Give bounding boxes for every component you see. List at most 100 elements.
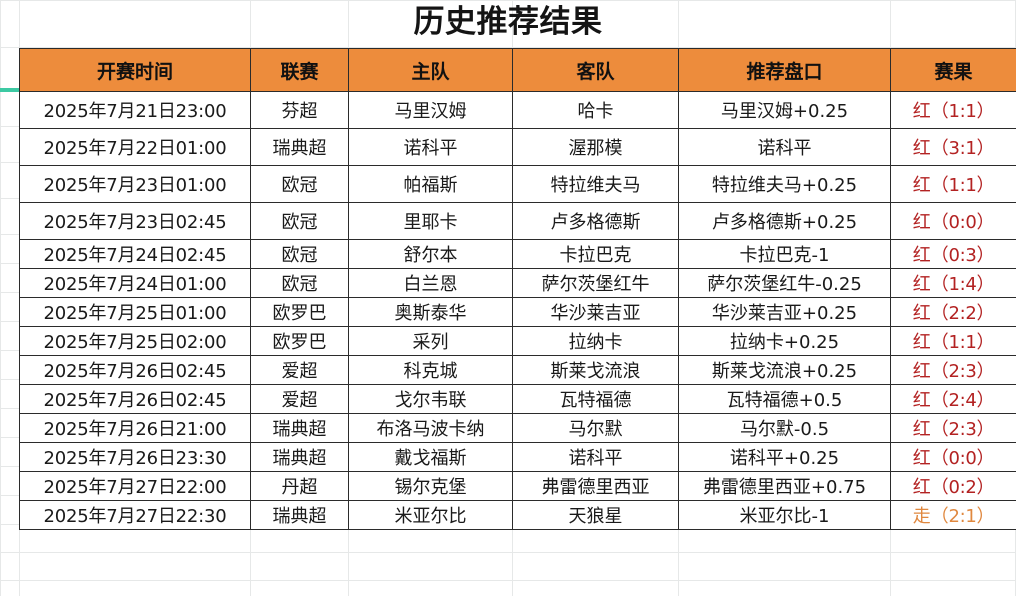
cell-away-team: 哈卡 xyxy=(512,91,679,129)
table-row[interactable]: 2025年7月27日22:30 瑞典超 米亚尔比 天狼星 米亚尔比-1 走（2:1） xyxy=(19,500,1016,530)
cell-league: 爱超 xyxy=(250,384,349,414)
result-mark: 红 xyxy=(912,477,931,498)
cell-result: 红（1:1） xyxy=(890,165,1016,203)
table-row[interactable]: 2025年7月26日02:45 爱超 科克城 斯莱戈流浪 斯莱戈流浪+0.25 红（2:3… xyxy=(19,355,1016,385)
result-mark: 红 xyxy=(912,448,931,469)
column-header-home[interactable]: 主队 xyxy=(348,48,513,92)
cell-away-team: 马尔默 xyxy=(512,413,679,443)
table-header: 开赛时间 联赛 主队 客队 推荐盘口 赛果 xyxy=(19,48,1016,92)
cell-result: 红（1:4） xyxy=(890,268,1016,298)
column-header-pick[interactable]: 推荐盘口 xyxy=(678,48,891,92)
result-mark: 红 xyxy=(912,175,931,196)
cell-league: 欧罗巴 xyxy=(250,297,349,327)
result-mark: 红 xyxy=(912,390,931,411)
history-results-table: 开赛时间 联赛 主队 客队 推荐盘口 赛果 2025年7月21日23:00 芬超马… xyxy=(19,48,1016,530)
result-mark: 红 xyxy=(912,274,931,295)
cell-home-team: 诺科平 xyxy=(348,128,513,166)
cell-home-team: 白兰恩 xyxy=(348,268,513,298)
table-row[interactable]: 2025年7月25日02:00 欧罗巴 采列 拉纳卡 拉纳卡+0.25 红（1:1） xyxy=(19,326,1016,356)
cell-away-team: 弗雷德里西亚 xyxy=(512,471,679,501)
column-header-time[interactable]: 开赛时间 xyxy=(19,48,251,92)
table-row[interactable]: 2025年7月26日21:00 瑞典超 布洛马波卡纳 马尔默 马尔默-0.5 红（2:3） xyxy=(19,413,1016,443)
cell-league: 芬超 xyxy=(250,91,349,129)
cell-home-team: 马里汉姆 xyxy=(348,91,513,129)
result-score: （1:1） xyxy=(930,101,995,122)
page-title: 历史推荐结果 xyxy=(413,4,603,40)
table-row[interactable]: 2025年7月23日01:00 欧冠 帕福斯 特拉维夫马 特拉维夫马+0.25 红（1:1… xyxy=(19,165,1016,203)
table-row[interactable]: 2025年7月23日02:45 欧冠 里耶卡 卢多格德斯 卢多格德斯+0.25 红（0:0… xyxy=(19,202,1016,240)
table-row[interactable]: 2025年7月24日02:45 欧冠 舒尔本 卡拉巴克 卡拉巴克-1 红（0:3） xyxy=(19,239,1016,269)
cell-result: 红（1:1） xyxy=(890,91,1016,129)
left-accent-bar xyxy=(0,88,19,92)
cell-recommended-handicap: 卢多格德斯+0.25 xyxy=(678,202,891,240)
result-score: （1:4） xyxy=(930,274,995,295)
cell-away-team: 渥那模 xyxy=(512,128,679,166)
result-score: （2:4） xyxy=(930,390,995,411)
result-score: （2:2） xyxy=(930,303,995,324)
cell-match-time: 2025年7月26日23:30 xyxy=(19,442,251,472)
table-row[interactable]: 2025年7月24日01:00 欧冠 白兰恩 萨尔茨堡红牛 萨尔茨堡红牛-0.25 红（1… xyxy=(19,268,1016,298)
cell-result: 红（2:3） xyxy=(890,413,1016,443)
column-header-away[interactable]: 客队 xyxy=(512,48,679,92)
table-row[interactable]: 2025年7月25日01:00 欧罗巴 奥斯泰华 华沙莱吉亚 华沙莱吉亚+0.25 红（2… xyxy=(19,297,1016,327)
cell-away-team: 诺科平 xyxy=(512,442,679,472)
cell-recommended-handicap: 卡拉巴克-1 xyxy=(678,239,891,269)
cell-match-time: 2025年7月26日02:45 xyxy=(19,384,251,414)
cell-result: 红（0:0） xyxy=(890,442,1016,472)
cell-result: 红（3:1） xyxy=(890,128,1016,166)
result-score: （1:1） xyxy=(930,175,995,196)
cell-league: 欧冠 xyxy=(250,202,349,240)
column-header-league[interactable]: 联赛 xyxy=(250,48,349,92)
cell-recommended-handicap: 华沙莱吉亚+0.25 xyxy=(678,297,891,327)
table-row[interactable]: 2025年7月26日23:30 瑞典超 戴戈福斯 诺科平 诺科平+0.25 红（0:0） xyxy=(19,442,1016,472)
cell-league: 欧罗巴 xyxy=(250,326,349,356)
cell-league: 瑞典超 xyxy=(250,128,349,166)
cell-match-time: 2025年7月26日02:45 xyxy=(19,355,251,385)
cell-league: 欧冠 xyxy=(250,268,349,298)
cell-match-time: 2025年7月24日01:00 xyxy=(19,268,251,298)
cell-away-team: 瓦特福德 xyxy=(512,384,679,414)
cell-result: 红（2:2） xyxy=(890,297,1016,327)
result-mark: 红 xyxy=(912,303,931,324)
table-row[interactable]: 2025年7月26日02:45 爱超 戈尔韦联 瓦特福德 瓦特福德+0.5 红（2:4） xyxy=(19,384,1016,414)
cell-recommended-handicap: 马里汉姆+0.25 xyxy=(678,91,891,129)
cell-result: 红（0:0） xyxy=(890,202,1016,240)
result-mark: 红 xyxy=(912,245,931,266)
cell-away-team: 卡拉巴克 xyxy=(512,239,679,269)
cell-match-time: 2025年7月26日21:00 xyxy=(19,413,251,443)
cell-home-team: 戴戈福斯 xyxy=(348,442,513,472)
cell-result: 走（2:1） xyxy=(890,500,1016,530)
cell-home-team: 奥斯泰华 xyxy=(348,297,513,327)
result-mark: 红 xyxy=(912,101,931,122)
cell-home-team: 舒尔本 xyxy=(348,239,513,269)
cell-result: 红（1:1） xyxy=(890,326,1016,356)
result-mark: 红 xyxy=(912,212,931,233)
result-mark: 红 xyxy=(912,138,931,159)
result-score: （3:1） xyxy=(930,138,995,159)
cell-league: 瑞典超 xyxy=(250,442,349,472)
cell-home-team: 科克城 xyxy=(348,355,513,385)
result-score: （2:1） xyxy=(930,506,995,527)
cell-league: 丹超 xyxy=(250,471,349,501)
result-mark: 红 xyxy=(912,419,931,440)
cell-recommended-handicap: 弗雷德里西亚+0.75 xyxy=(678,471,891,501)
table-row[interactable]: 2025年7月27日22:00 丹超 锡尔克堡 弗雷德里西亚 弗雷德里西亚+0.75 红（… xyxy=(19,471,1016,501)
cell-league: 欧冠 xyxy=(250,239,349,269)
cell-away-team: 天狼星 xyxy=(512,500,679,530)
page-title-bar: 历史推荐结果 xyxy=(0,0,1016,47)
cell-league: 爱超 xyxy=(250,355,349,385)
cell-match-time: 2025年7月27日22:30 xyxy=(19,500,251,530)
cell-away-team: 萨尔茨堡红牛 xyxy=(512,268,679,298)
column-header-result[interactable]: 赛果 xyxy=(890,48,1016,92)
cell-recommended-handicap: 斯莱戈流浪+0.25 xyxy=(678,355,891,385)
table-row[interactable]: 2025年7月22日01:00 瑞典超 诺科平 渥那模 诺科平 红（3:1） xyxy=(19,128,1016,166)
cell-home-team: 米亚尔比 xyxy=(348,500,513,530)
cell-home-team: 戈尔韦联 xyxy=(348,384,513,414)
cell-recommended-handicap: 拉纳卡+0.25 xyxy=(678,326,891,356)
table-row[interactable]: 2025年7月21日23:00 芬超 马里汉姆 哈卡 马里汉姆+0.25 红（1:1） xyxy=(19,91,1016,129)
cell-away-team: 斯莱戈流浪 xyxy=(512,355,679,385)
cell-match-time: 2025年7月23日02:45 xyxy=(19,202,251,240)
cell-match-time: 2025年7月27日22:00 xyxy=(19,471,251,501)
cell-result: 红（2:4） xyxy=(890,384,1016,414)
result-score: （0:2） xyxy=(930,477,995,498)
